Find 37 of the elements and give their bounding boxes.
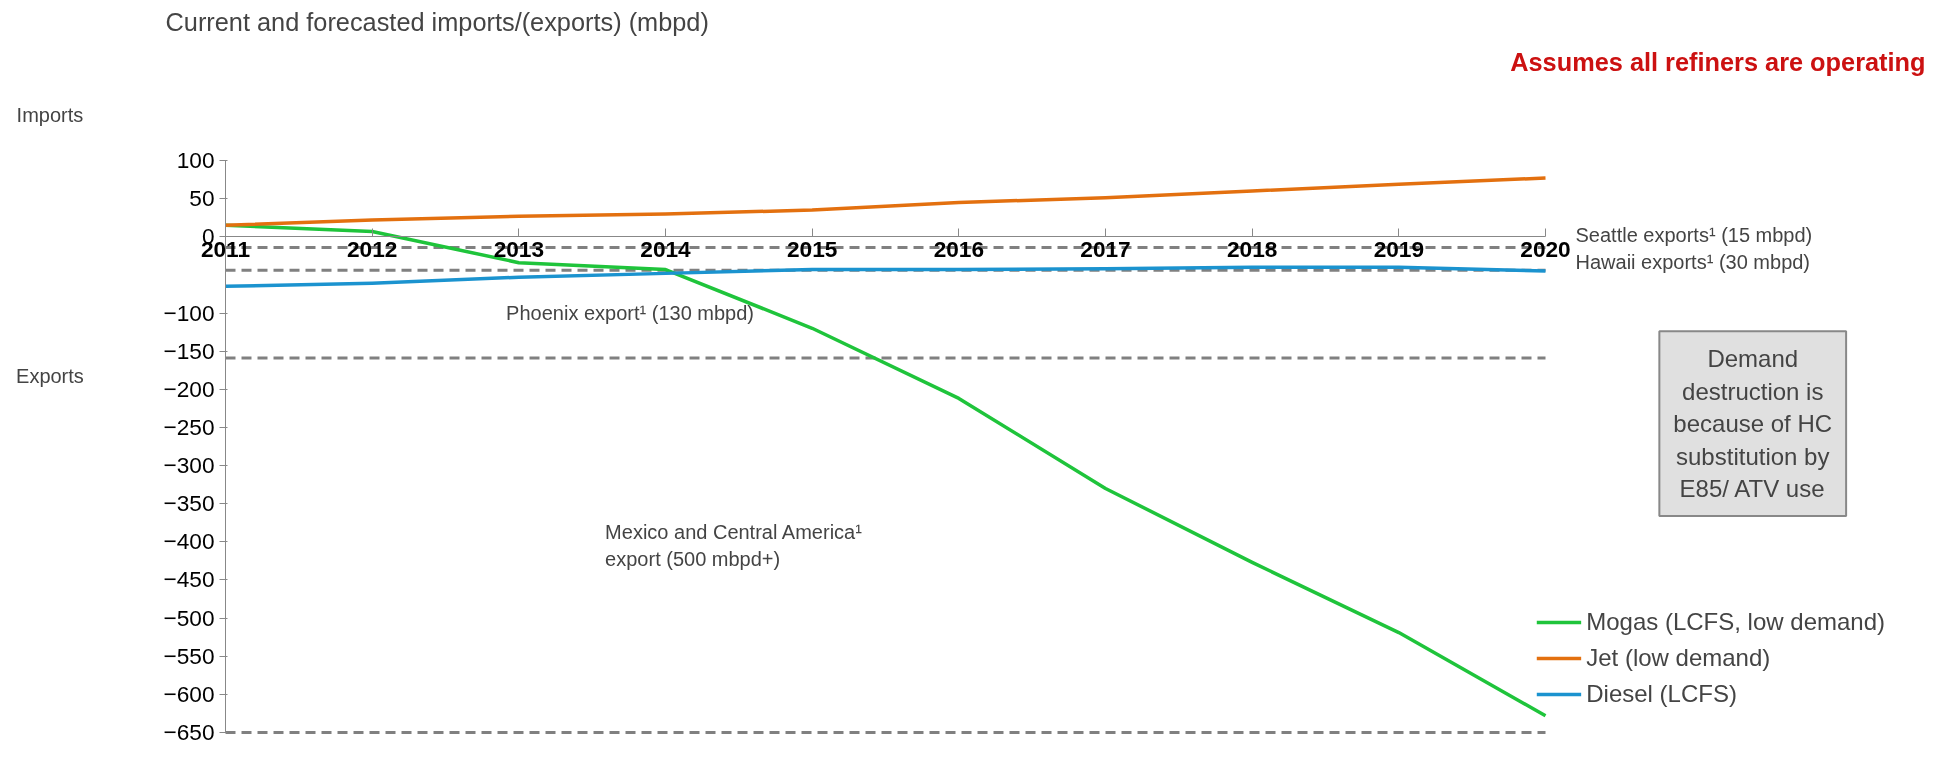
y-axis-title: Current and forecasted imports/(exports) (mbpd) (165, 7, 709, 36)
y-tick-label: 100 (176, 147, 215, 173)
text: Seattle exports¹ (15 mbpd) (1575, 223, 1813, 246)
text: Imports (16, 103, 84, 126)
y-tick-label: −550 (163, 642, 215, 669)
x-tick-label: 2016 (933, 235, 985, 262)
text: Assumes all refiners are operating (1510, 47, 1926, 76)
x-tick-label: 2018 (1226, 235, 1278, 262)
x-tick-label: 2013 (493, 235, 545, 262)
y-tick-label: −250 (163, 413, 215, 440)
y-tick-label: −650 (163, 719, 215, 745)
y-tick-label: −400 (163, 528, 215, 555)
line-series (223, 176, 1548, 228)
line-series (223, 265, 1548, 289)
x-tick-label: 2017 (1080, 235, 1131, 262)
y-tick-label: −300 (163, 452, 215, 479)
legend-label: Jet (low demand) (1586, 644, 1771, 672)
x-tick-label: 2014 (640, 235, 692, 262)
y-tick-label: −200 (163, 375, 215, 402)
y-tick-label: −600 (163, 680, 215, 707)
legend-label: Mogas (LCFS, low demand) (1586, 608, 1885, 636)
annotation: Mexico and Central America¹ export (500 mbpd+) (605, 521, 863, 570)
x-tick-label: 2012 (346, 235, 398, 262)
y-tick-label: −100 (163, 299, 215, 326)
x-tick-label: 2020 (1520, 235, 1571, 262)
x-tick-label: 2019 (1373, 235, 1425, 262)
annotation: Phoenix export¹ (130 mbpd) (506, 302, 755, 325)
x-tick-label: 2015 (786, 235, 838, 262)
legend-label: Diesel (LCFS) (1586, 680, 1737, 708)
y-tick-label: −450 (163, 566, 215, 593)
text: Hawaii exports¹ (30 mbpd) (1575, 250, 1811, 273)
y-tick-label: −350 (163, 490, 215, 517)
text: Demand destruction is because of HC substitution by E85/ ATV use (1673, 345, 1833, 502)
y-tick-label: −500 (163, 604, 215, 631)
text: Exports (16, 365, 84, 388)
y-tick-label: 50 (189, 185, 215, 212)
y-tick-label: −150 (163, 337, 215, 364)
